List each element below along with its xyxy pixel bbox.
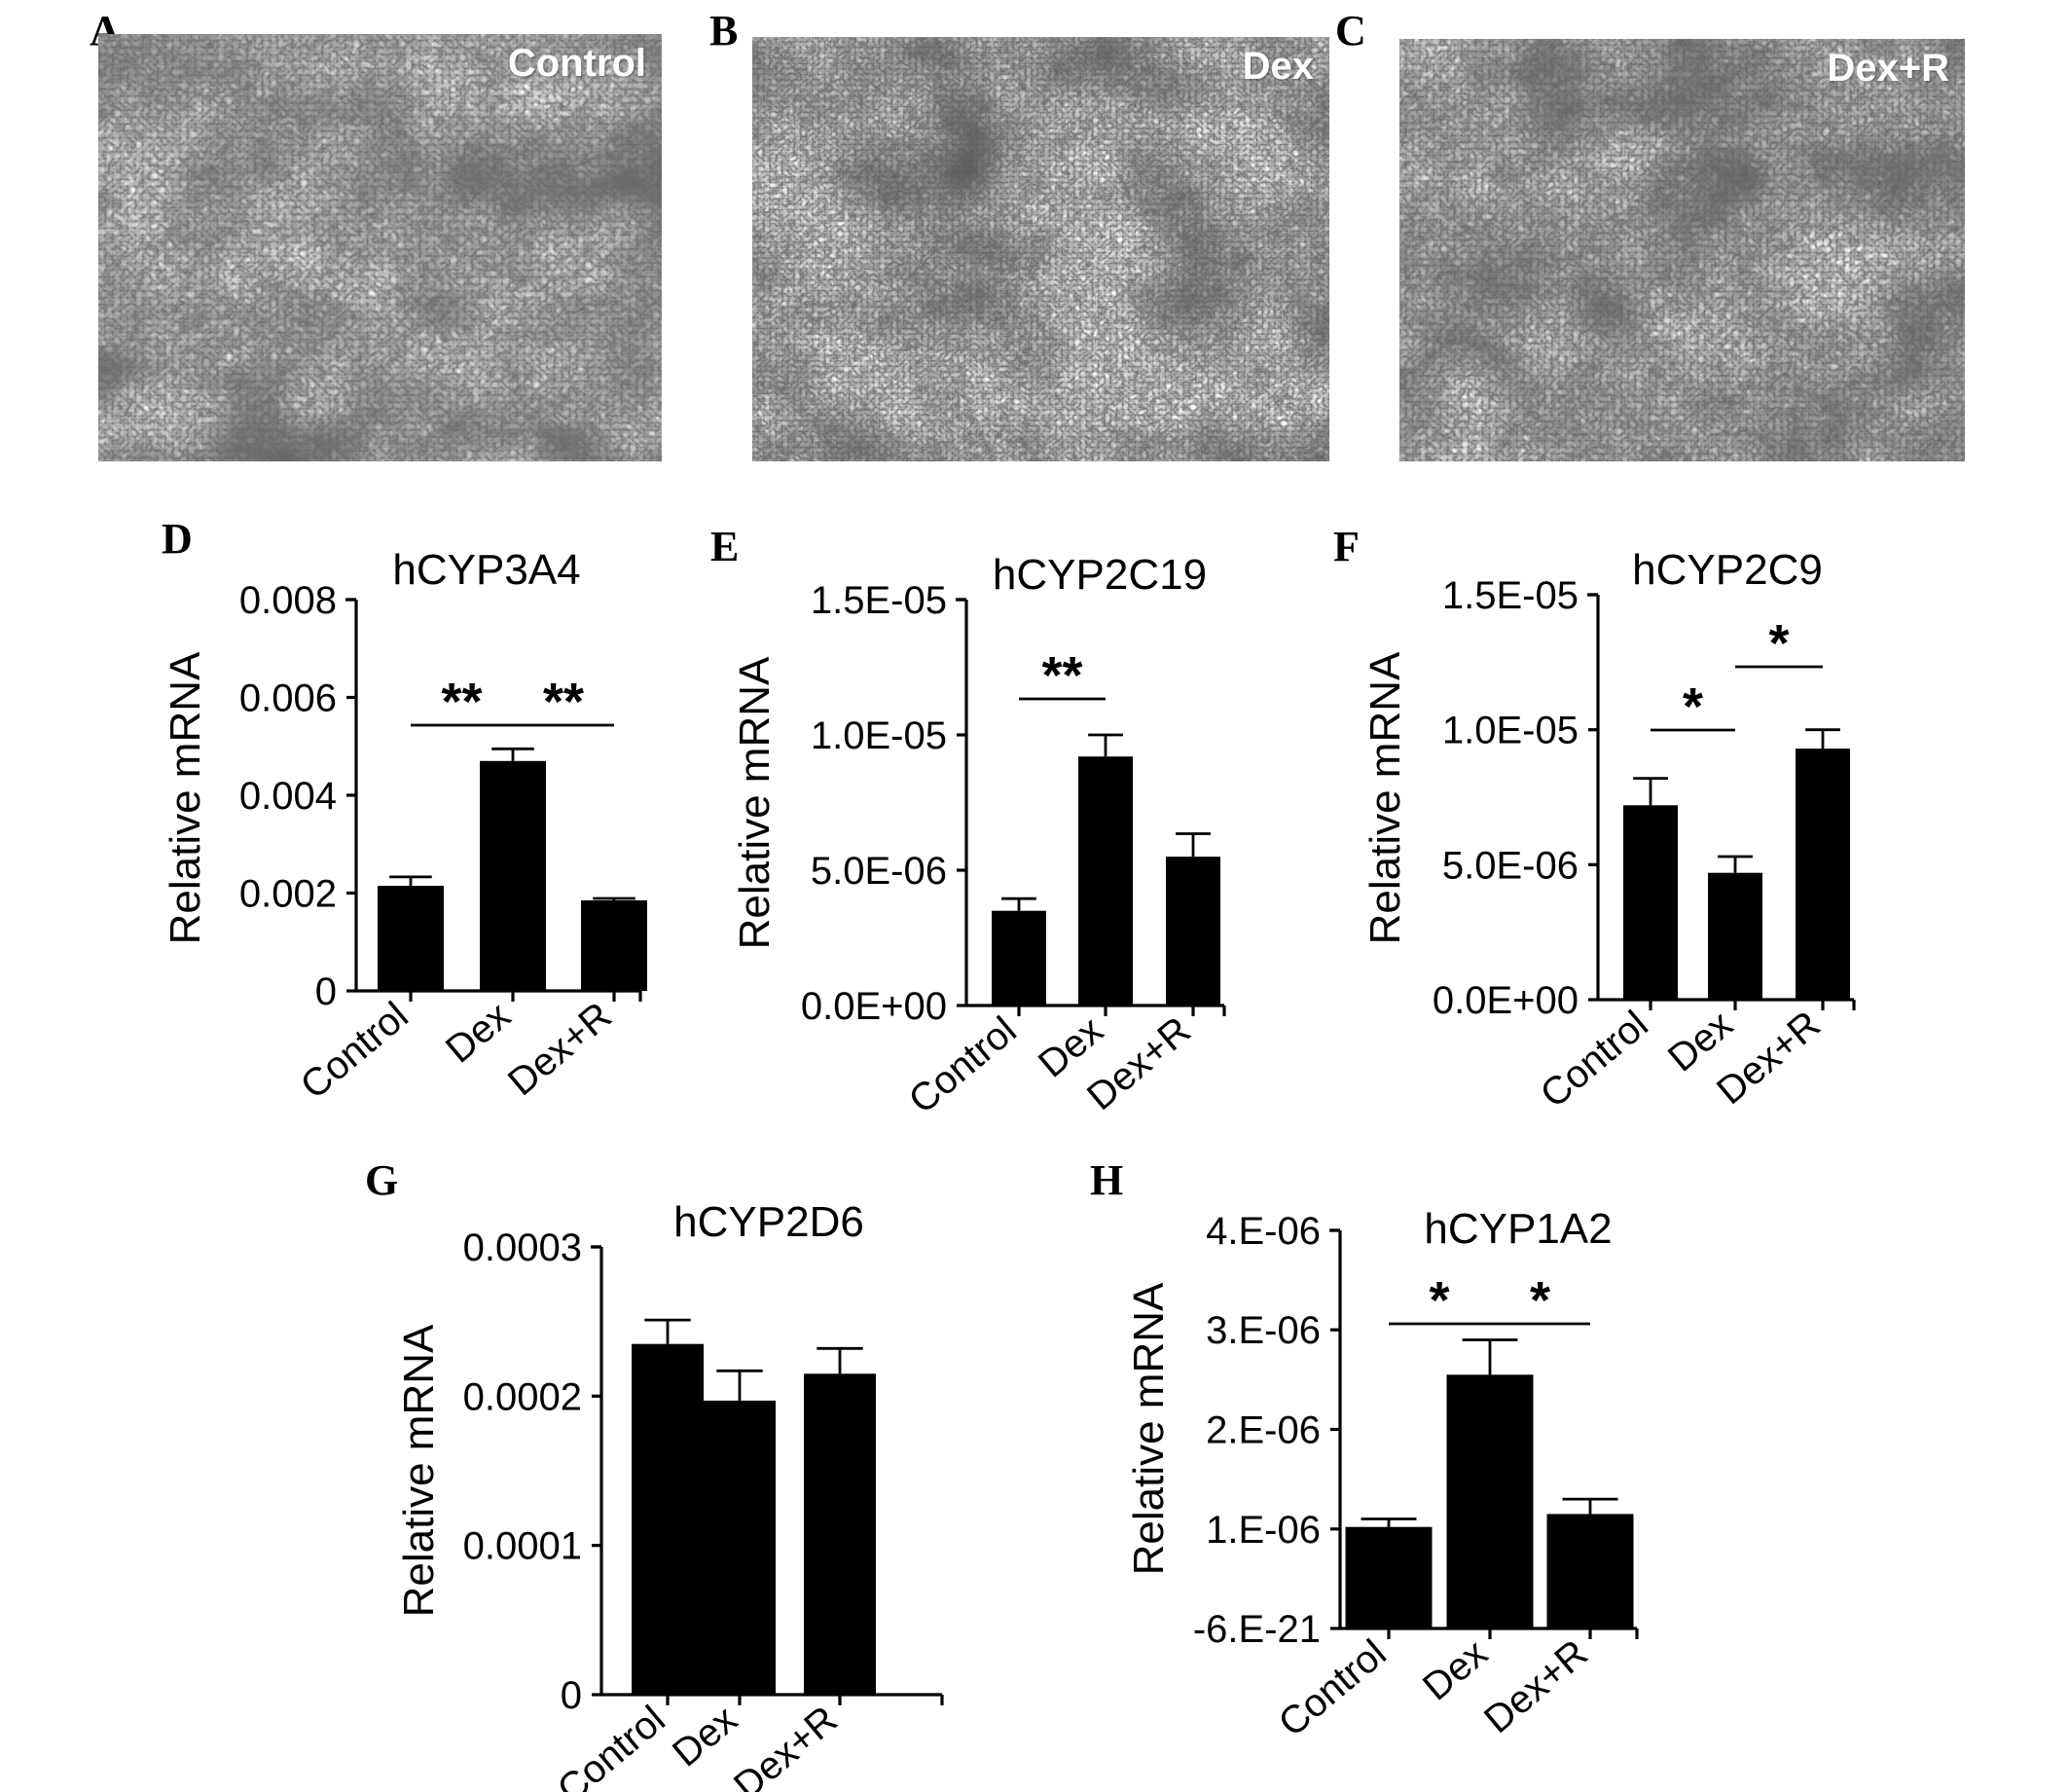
svg-text:hCYP2C19: hCYP2C19: [993, 551, 1207, 599]
svg-text:Relative mRNA: Relative mRNA: [731, 656, 779, 949]
svg-text:1.0E-05: 1.0E-05: [811, 714, 947, 757]
svg-text:Relative mRNA: Relative mRNA: [1125, 1282, 1173, 1575]
svg-text:hCYP1A2: hCYP1A2: [1424, 1205, 1612, 1253]
svg-text:**: **: [1041, 646, 1082, 705]
svg-text:*: *: [1530, 1271, 1550, 1330]
svg-text:Dex+R: Dex+R: [1476, 1631, 1596, 1741]
svg-text:0: 0: [315, 970, 337, 1013]
svg-text:*: *: [1768, 614, 1789, 673]
svg-text:4.E-06: 4.E-06: [1206, 1210, 1321, 1253]
svg-text:0.006: 0.006: [239, 677, 337, 720]
svg-text:1.5E-05: 1.5E-05: [1442, 574, 1579, 617]
svg-text:Dex: Dex: [665, 1698, 745, 1774]
svg-text:2.E-06: 2.E-06: [1206, 1409, 1321, 1452]
svg-text:Dex: Dex: [438, 994, 519, 1071]
svg-text:Relative mRNA: Relative mRNA: [1361, 651, 1409, 944]
svg-text:Relative mRNA: Relative mRNA: [395, 1324, 443, 1617]
svg-text:-6.E-21: -6.E-21: [1193, 1608, 1321, 1651]
svg-text:3.E-06: 3.E-06: [1206, 1309, 1321, 1352]
svg-text:**: **: [543, 673, 584, 731]
svg-text:*: *: [1429, 1271, 1449, 1330]
svg-text:hCYP2C9: hCYP2C9: [1632, 546, 1823, 594]
svg-text:0.0002: 0.0002: [463, 1375, 582, 1418]
svg-text:1.E-06: 1.E-06: [1206, 1509, 1321, 1552]
svg-text:Dex+R: Dex+R: [726, 1698, 846, 1792]
svg-text:hCYP2D6: hCYP2D6: [673, 1198, 864, 1246]
svg-text:1.5E-05: 1.5E-05: [811, 579, 947, 622]
svg-text:5.0E-06: 5.0E-06: [1442, 844, 1579, 887]
svg-text:5.0E-06: 5.0E-06: [811, 850, 947, 893]
svg-text:Dex+R: Dex+R: [500, 994, 620, 1104]
svg-text:**: **: [441, 673, 482, 731]
svg-text:0.0E+00: 0.0E+00: [1433, 979, 1579, 1022]
svg-text:1.0E-05: 1.0E-05: [1442, 710, 1579, 752]
svg-text:Control: Control: [293, 994, 417, 1108]
svg-text:0.0003: 0.0003: [463, 1226, 582, 1269]
svg-text:0.004: 0.004: [239, 775, 337, 818]
svg-text:*: *: [1683, 677, 1703, 736]
svg-text:0.008: 0.008: [239, 579, 337, 622]
svg-text:Dex: Dex: [1415, 1631, 1496, 1708]
svg-text:0.0E+00: 0.0E+00: [801, 985, 947, 1028]
svg-text:0.0001: 0.0001: [463, 1525, 582, 1568]
svg-text:0.002: 0.002: [239, 873, 337, 916]
svg-text:0: 0: [561, 1674, 582, 1717]
svg-text:Relative mRNA: Relative mRNA: [162, 651, 209, 944]
svg-text:hCYP3A4: hCYP3A4: [392, 546, 580, 594]
